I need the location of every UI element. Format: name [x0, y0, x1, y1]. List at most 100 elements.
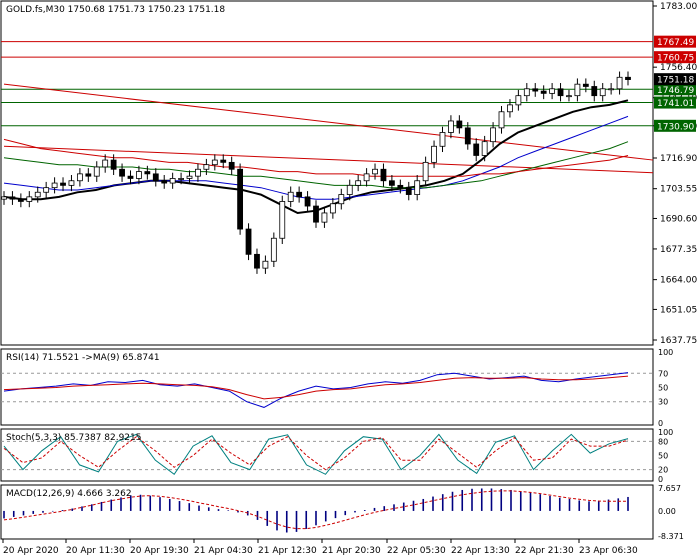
- candle-body: [498, 111, 505, 129]
- candle-body: [152, 173, 159, 182]
- stoch-series-line: [3, 433, 629, 476]
- candle-body: [372, 168, 378, 175]
- price-tick-label: 1716.90: [660, 154, 697, 164]
- moving-average-line: [3, 138, 629, 177]
- price-tick-label: 1677.35: [660, 245, 697, 255]
- x-tick-label: 21 Apr 20:30: [322, 546, 381, 556]
- x-tick-label: 22 Apr 21:30: [515, 546, 574, 556]
- level-label-bg: [654, 51, 696, 64]
- level-label: 1767.49: [657, 38, 694, 48]
- candle-body: [304, 196, 311, 207]
- candle-body: [549, 88, 556, 94]
- candle-body: [481, 141, 488, 156]
- x-tick-label: 21 Apr 12:30: [258, 546, 317, 556]
- candle-body: [245, 228, 252, 255]
- candle-body: [220, 159, 227, 163]
- candle-body: [287, 191, 294, 202]
- macd-tick-label: 7.657: [658, 484, 681, 493]
- level-label-bg: [654, 83, 696, 96]
- candle-body: [85, 173, 92, 177]
- stoch-tick-label: 0: [658, 475, 663, 484]
- candle-body: [270, 237, 277, 262]
- candle-body: [279, 201, 286, 239]
- candle-body: [397, 184, 404, 189]
- candle-body: [186, 175, 193, 179]
- candle-body: [405, 187, 412, 195]
- candle-body: [574, 83, 581, 97]
- level-label-bg: [654, 35, 696, 48]
- candle-body: [414, 180, 421, 195]
- x-tick-label: 20 Apr 11:30: [66, 546, 125, 556]
- macd-tick-label: -8.371: [658, 532, 684, 541]
- rsi-series-line: [3, 375, 629, 400]
- current-price-label: 1751.18: [657, 76, 694, 86]
- level-label: 1741.01: [657, 99, 694, 109]
- candle-body: [448, 120, 454, 133]
- price-tick-label: 1651.05: [660, 305, 697, 315]
- candle-body: [439, 132, 446, 147]
- candle-body: [464, 127, 471, 145]
- price-symbol-title: GOLD.fs,M30 1750.68 1751.73 1750.23 1751…: [6, 5, 225, 15]
- rsi-tick-label: 30: [658, 398, 668, 407]
- candle-body: [1, 196, 7, 200]
- level-label: 1746.79: [657, 86, 694, 96]
- candle-body: [119, 168, 125, 177]
- candle-body: [178, 178, 184, 180]
- candle-body: [254, 253, 260, 269]
- candle-body: [355, 180, 362, 186]
- candle-body: [540, 90, 547, 94]
- candle-body: [616, 76, 623, 90]
- candle-body: [625, 76, 631, 80]
- rsi-tick-label: 0: [658, 419, 663, 428]
- candle-body: [431, 145, 437, 163]
- candle-body: [136, 171, 142, 179]
- candle-body: [127, 175, 134, 179]
- candle-body: [34, 191, 41, 198]
- candle-body: [608, 88, 615, 91]
- level-label: 1760.75: [657, 54, 694, 64]
- candle-body: [532, 88, 539, 92]
- rsi-panel: [0, 348, 654, 426]
- candle-body: [321, 212, 328, 223]
- candle-body: [102, 159, 109, 168]
- candle-body: [169, 178, 176, 184]
- candle-body: [591, 86, 598, 97]
- price-tick-label: 1756.40: [660, 63, 697, 73]
- candle-body: [338, 194, 345, 205]
- candle-body: [388, 180, 395, 186]
- x-tick-label: 22 Apr 05:30: [387, 546, 446, 556]
- candle-body: [195, 168, 201, 177]
- price-panel: [0, 0, 654, 346]
- price-tick-label: 1690.60: [660, 214, 697, 224]
- macd-title: MACD(12,26,9) 4.666 3.262: [6, 489, 132, 499]
- current-price-bg: [654, 73, 696, 86]
- candle-body: [43, 187, 50, 193]
- price-tick-label: 1703.55: [660, 185, 697, 195]
- candle-body: [203, 164, 210, 170]
- level-label-bg: [654, 96, 696, 109]
- rsi-tick-label: 50: [658, 384, 668, 393]
- rsi-title: RSI(14) 71.5521 ->MA(9) 65.8741: [6, 353, 160, 363]
- candle-body: [523, 88, 530, 97]
- candle-body: [582, 83, 589, 87]
- moving-average-line: [3, 115, 629, 200]
- macd-tick-label: 0.00: [658, 507, 676, 516]
- x-tick-label: 21 Apr 04:30: [194, 546, 253, 556]
- candle-body: [161, 180, 168, 184]
- macd-signal-line: [3, 490, 629, 530]
- candle-body: [456, 120, 463, 129]
- candle-body: [363, 173, 370, 182]
- candle-body: [211, 159, 218, 166]
- candle-body: [26, 196, 33, 202]
- candle-body: [93, 166, 100, 177]
- candle-body: [17, 198, 24, 202]
- candle-body: [110, 159, 117, 170]
- stoch-tick-label: 20: [658, 466, 668, 475]
- stoch-tick-label: 50: [658, 452, 668, 461]
- candle-body: [237, 168, 244, 230]
- candle-body: [566, 95, 572, 98]
- x-tick-label: 22 Apr 13:30: [451, 546, 510, 556]
- candle-body: [51, 182, 58, 189]
- candle-body: [68, 180, 75, 186]
- rsi-tick-label: 100: [658, 348, 673, 357]
